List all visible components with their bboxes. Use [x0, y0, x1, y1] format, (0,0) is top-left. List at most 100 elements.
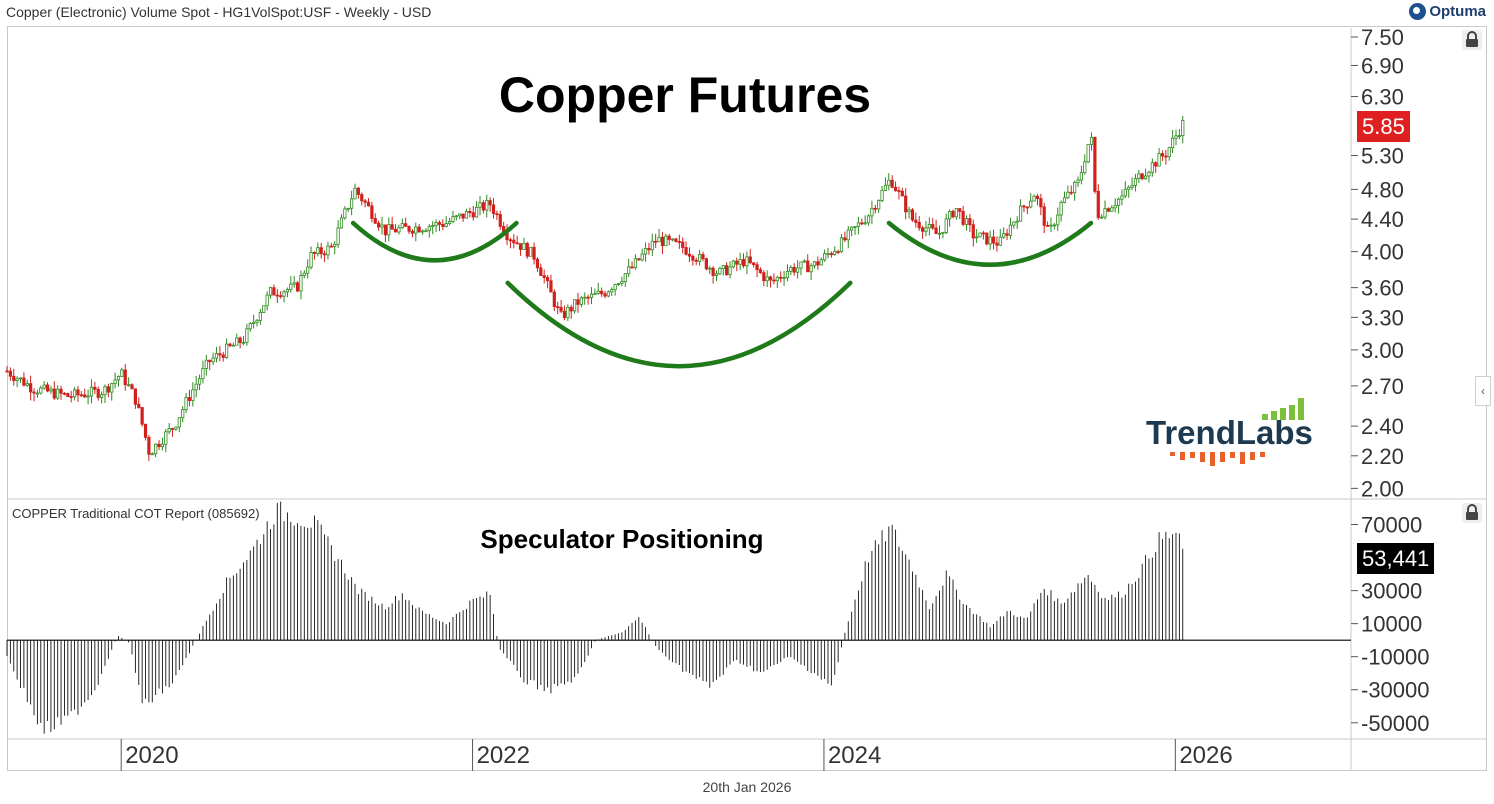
price-candle	[789, 265, 793, 276]
price-panel-lock-icon[interactable]	[1462, 30, 1482, 50]
price-candle	[529, 246, 533, 257]
price-candle	[836, 249, 840, 254]
price-candle	[441, 219, 445, 231]
cot-tick-label: -10000	[1361, 645, 1430, 670]
candle-body	[299, 275, 303, 292]
candle-body	[252, 321, 256, 324]
price-candle	[1137, 169, 1141, 184]
candle-body	[910, 209, 915, 221]
price-candle	[515, 235, 519, 245]
candle-body	[373, 218, 377, 224]
cot-panel-subtitle: Speculator Positioning	[480, 524, 764, 554]
candle-body	[279, 295, 283, 298]
candle-body	[356, 187, 360, 195]
price-candle	[718, 266, 722, 276]
collapse-panel-arrow-icon[interactable]: ‹	[1475, 376, 1491, 406]
candle-body	[664, 235, 668, 247]
price-candle	[816, 256, 820, 270]
price-candle	[792, 263, 796, 276]
candle-body	[1042, 206, 1046, 226]
price-candle	[407, 225, 411, 235]
candle-body	[167, 428, 171, 433]
candle-body	[1167, 147, 1171, 158]
candle-body	[579, 297, 583, 305]
pattern-arc	[886, 220, 1094, 267]
candle-body	[164, 431, 168, 445]
price-candle	[1008, 217, 1013, 240]
price-candle	[762, 270, 766, 287]
price-candle	[562, 305, 567, 321]
time-tick-label: 2022	[477, 742, 530, 769]
candle-body	[1127, 186, 1131, 190]
time-tick-label: 2020	[125, 742, 178, 769]
price-candle	[481, 200, 485, 214]
price-candle	[826, 247, 830, 259]
price-candle	[714, 270, 719, 282]
price-chart-title: Copper Futures	[498, 67, 872, 123]
price-candle	[616, 282, 621, 286]
candle-body	[1140, 173, 1144, 180]
price-candle	[157, 440, 161, 451]
price-candle	[309, 246, 313, 270]
price-candle	[1052, 222, 1056, 230]
candle-body	[370, 205, 374, 219]
price-candle	[765, 270, 769, 288]
candle-body	[843, 237, 847, 241]
candle-body	[15, 378, 19, 381]
candle-body	[225, 343, 229, 358]
price-candle	[603, 290, 607, 299]
price-candle	[863, 215, 867, 226]
candle-body	[988, 236, 992, 245]
candle-body	[522, 242, 526, 250]
candle-body	[110, 383, 114, 393]
price-candle	[768, 275, 773, 288]
price-candle	[698, 249, 702, 266]
price-candle	[35, 389, 40, 398]
candle-body	[387, 224, 391, 236]
candle-body	[96, 388, 100, 398]
price-candle	[275, 288, 279, 304]
logo-orange-bar	[1240, 452, 1245, 464]
price-candle	[752, 262, 756, 268]
price-candle	[1123, 181, 1127, 199]
candle-body	[143, 423, 148, 438]
candle-body	[924, 227, 928, 232]
price-candle	[1079, 165, 1083, 185]
price-candle	[485, 194, 489, 218]
candle-body	[1147, 171, 1151, 177]
candle-body	[302, 272, 306, 276]
candle-body	[1046, 225, 1050, 227]
candle-body	[29, 383, 33, 393]
cot-tick-label: -50000	[1361, 711, 1430, 736]
cot-panel-lock-icon[interactable]	[1462, 503, 1482, 523]
price-candle	[657, 229, 661, 243]
candle-body	[545, 277, 550, 282]
candle-body	[606, 291, 610, 297]
trendlabs-logo: TrendLabs	[1146, 398, 1313, 466]
candle-body	[130, 384, 134, 390]
price-candle	[785, 264, 790, 282]
candle-body	[133, 388, 137, 405]
price-candle	[934, 219, 938, 235]
candle-body	[866, 215, 871, 224]
candle-body	[1086, 144, 1090, 163]
price-candle	[302, 270, 306, 279]
price-candle	[633, 254, 638, 270]
candle-body	[289, 283, 293, 290]
price-candle	[103, 384, 107, 403]
price-candle	[1100, 214, 1104, 219]
candle-body	[441, 224, 445, 227]
price-candle	[289, 276, 293, 293]
price-candle	[410, 229, 415, 238]
price-candle	[677, 234, 681, 249]
price-candle	[586, 294, 590, 305]
candle-body	[562, 310, 567, 319]
candle-body	[616, 283, 621, 285]
candle-body	[539, 267, 543, 276]
candle-body	[508, 239, 513, 242]
candle-body	[113, 379, 117, 384]
price-candle	[1046, 221, 1050, 227]
candle-body	[228, 343, 232, 347]
candle-body	[768, 276, 773, 281]
logo-orange-bar	[1250, 452, 1255, 460]
